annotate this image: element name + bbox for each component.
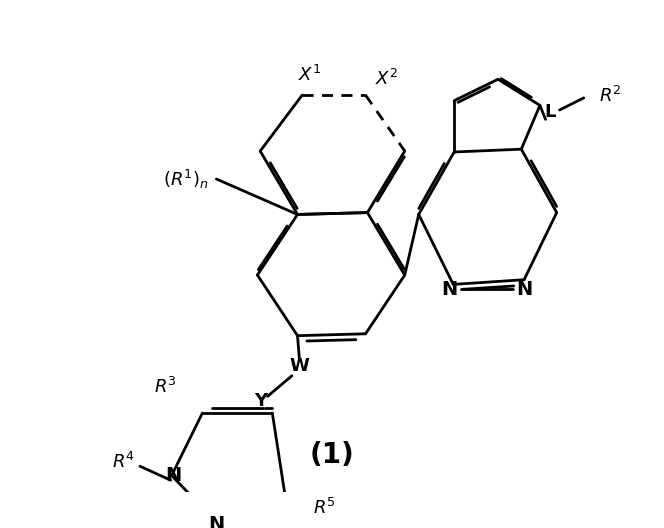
Text: N: N bbox=[165, 466, 182, 485]
Text: $R^2$: $R^2$ bbox=[599, 86, 621, 106]
Text: L: L bbox=[544, 103, 556, 121]
Text: $X^1$: $X^1$ bbox=[298, 64, 321, 84]
Text: Y: Y bbox=[254, 392, 267, 410]
Text: $X^2$: $X^2$ bbox=[374, 69, 398, 89]
Text: N: N bbox=[208, 514, 224, 528]
Text: N: N bbox=[516, 279, 533, 298]
Text: $R^5$: $R^5$ bbox=[313, 498, 336, 518]
Text: W: W bbox=[290, 357, 309, 375]
Text: $(R^1)_n$: $(R^1)_n$ bbox=[163, 167, 208, 191]
Text: $R^3$: $R^3$ bbox=[154, 377, 177, 397]
Text: (1): (1) bbox=[309, 441, 355, 469]
Text: N: N bbox=[442, 279, 457, 298]
Text: $R^4$: $R^4$ bbox=[112, 451, 135, 472]
